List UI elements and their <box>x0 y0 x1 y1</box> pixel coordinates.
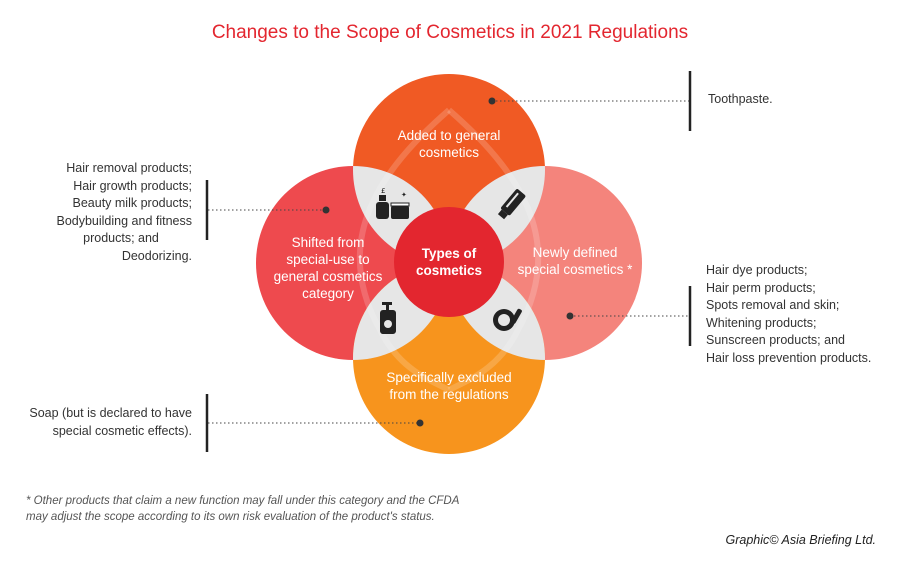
svg-text:£: £ <box>381 187 385 195</box>
center-label: Types of cosmetics <box>399 245 499 279</box>
circle-top-line2: cosmetics <box>418 145 479 160</box>
circle-bottom-line1: Specifically excluded <box>386 370 512 385</box>
note-line: Toothpaste. <box>708 92 773 106</box>
circle-right-label: Newly defined special cosmetics * <box>505 244 645 278</box>
circle-left-line2: special-use to <box>286 252 370 267</box>
circle-bottom-line2: from the regulations <box>389 387 509 402</box>
note-line: Hair dye products; <box>706 263 808 277</box>
overlap-top-right <box>448 166 545 266</box>
svg-text:✦: ✦ <box>401 191 407 199</box>
circle-left-line3: general cosmetics <box>273 269 383 284</box>
circle-top-line1: Added to general <box>397 128 501 143</box>
note-line: products; and <box>83 231 159 245</box>
center-circle <box>394 207 504 317</box>
note-line: Hair loss prevention products. <box>706 350 872 365</box>
watermark <box>356 107 542 393</box>
dot-right <box>566 312 574 320</box>
circle-right-line2: special cosmetics * <box>517 262 633 277</box>
footnote-line: * Other products that claim a new functi… <box>26 495 460 507</box>
circle-left-line1: Shifted from <box>291 235 365 250</box>
note-line: Hair removal products; <box>66 161 192 175</box>
cosmetics-bottles-icon: £ ✦ <box>376 187 410 219</box>
note-line: Hair perm products; <box>706 280 816 295</box>
note-line: Soap (but is declared to have <box>29 406 192 420</box>
circle-right-line1: Newly defined <box>532 245 618 260</box>
credit: Graphic© Asia Briefing Ltd. <box>725 533 876 547</box>
overlap-bottom-right <box>448 262 545 360</box>
note-line: Sunscreen products; and <box>706 333 845 347</box>
note-line: Beauty milk products; <box>72 196 193 210</box>
note-line: special cosmetic effects). <box>52 423 192 438</box>
circle-left-label: Shifted from special-use to general cosm… <box>258 234 398 302</box>
note-line: Whitening products; <box>706 315 817 330</box>
compact-brush-icon <box>493 308 522 331</box>
note-line: Hair growth products; <box>73 178 192 193</box>
note-line: Deodorizing. <box>121 248 192 263</box>
pump-bottle-icon <box>380 302 396 334</box>
circle-top-label: Added to general cosmetics <box>359 127 539 161</box>
note-top-right: Toothpaste. <box>708 91 773 109</box>
dot-top <box>488 97 496 105</box>
note-right: Hair dye products; Hair perm products; S… <box>706 262 871 367</box>
note-line: Bodybuilding and fitness <box>56 213 192 228</box>
page-title: Changes to the Scope of Cosmetics in 202… <box>211 22 689 43</box>
center-line1: Types of <box>421 246 477 261</box>
footnote: * Other products that claim a new functi… <box>26 493 459 525</box>
tube-icon <box>497 189 526 220</box>
footnote-line: may adjust the scope according to its ow… <box>26 511 435 523</box>
center-line2: cosmetics <box>415 263 483 278</box>
dot-bottom <box>416 419 424 427</box>
dot-left <box>322 206 330 214</box>
note-left: Hair removal products; Hair growth produ… <box>20 160 192 265</box>
circle-bottom-label: Specifically excluded from the regulatio… <box>359 369 539 403</box>
overlap-bottom-left <box>353 262 450 360</box>
note-bottom-left: Soap (but is declared to have special co… <box>10 405 192 440</box>
note-line: Spots removal and skin; <box>706 298 840 312</box>
circle-left-line4: category <box>302 286 354 301</box>
